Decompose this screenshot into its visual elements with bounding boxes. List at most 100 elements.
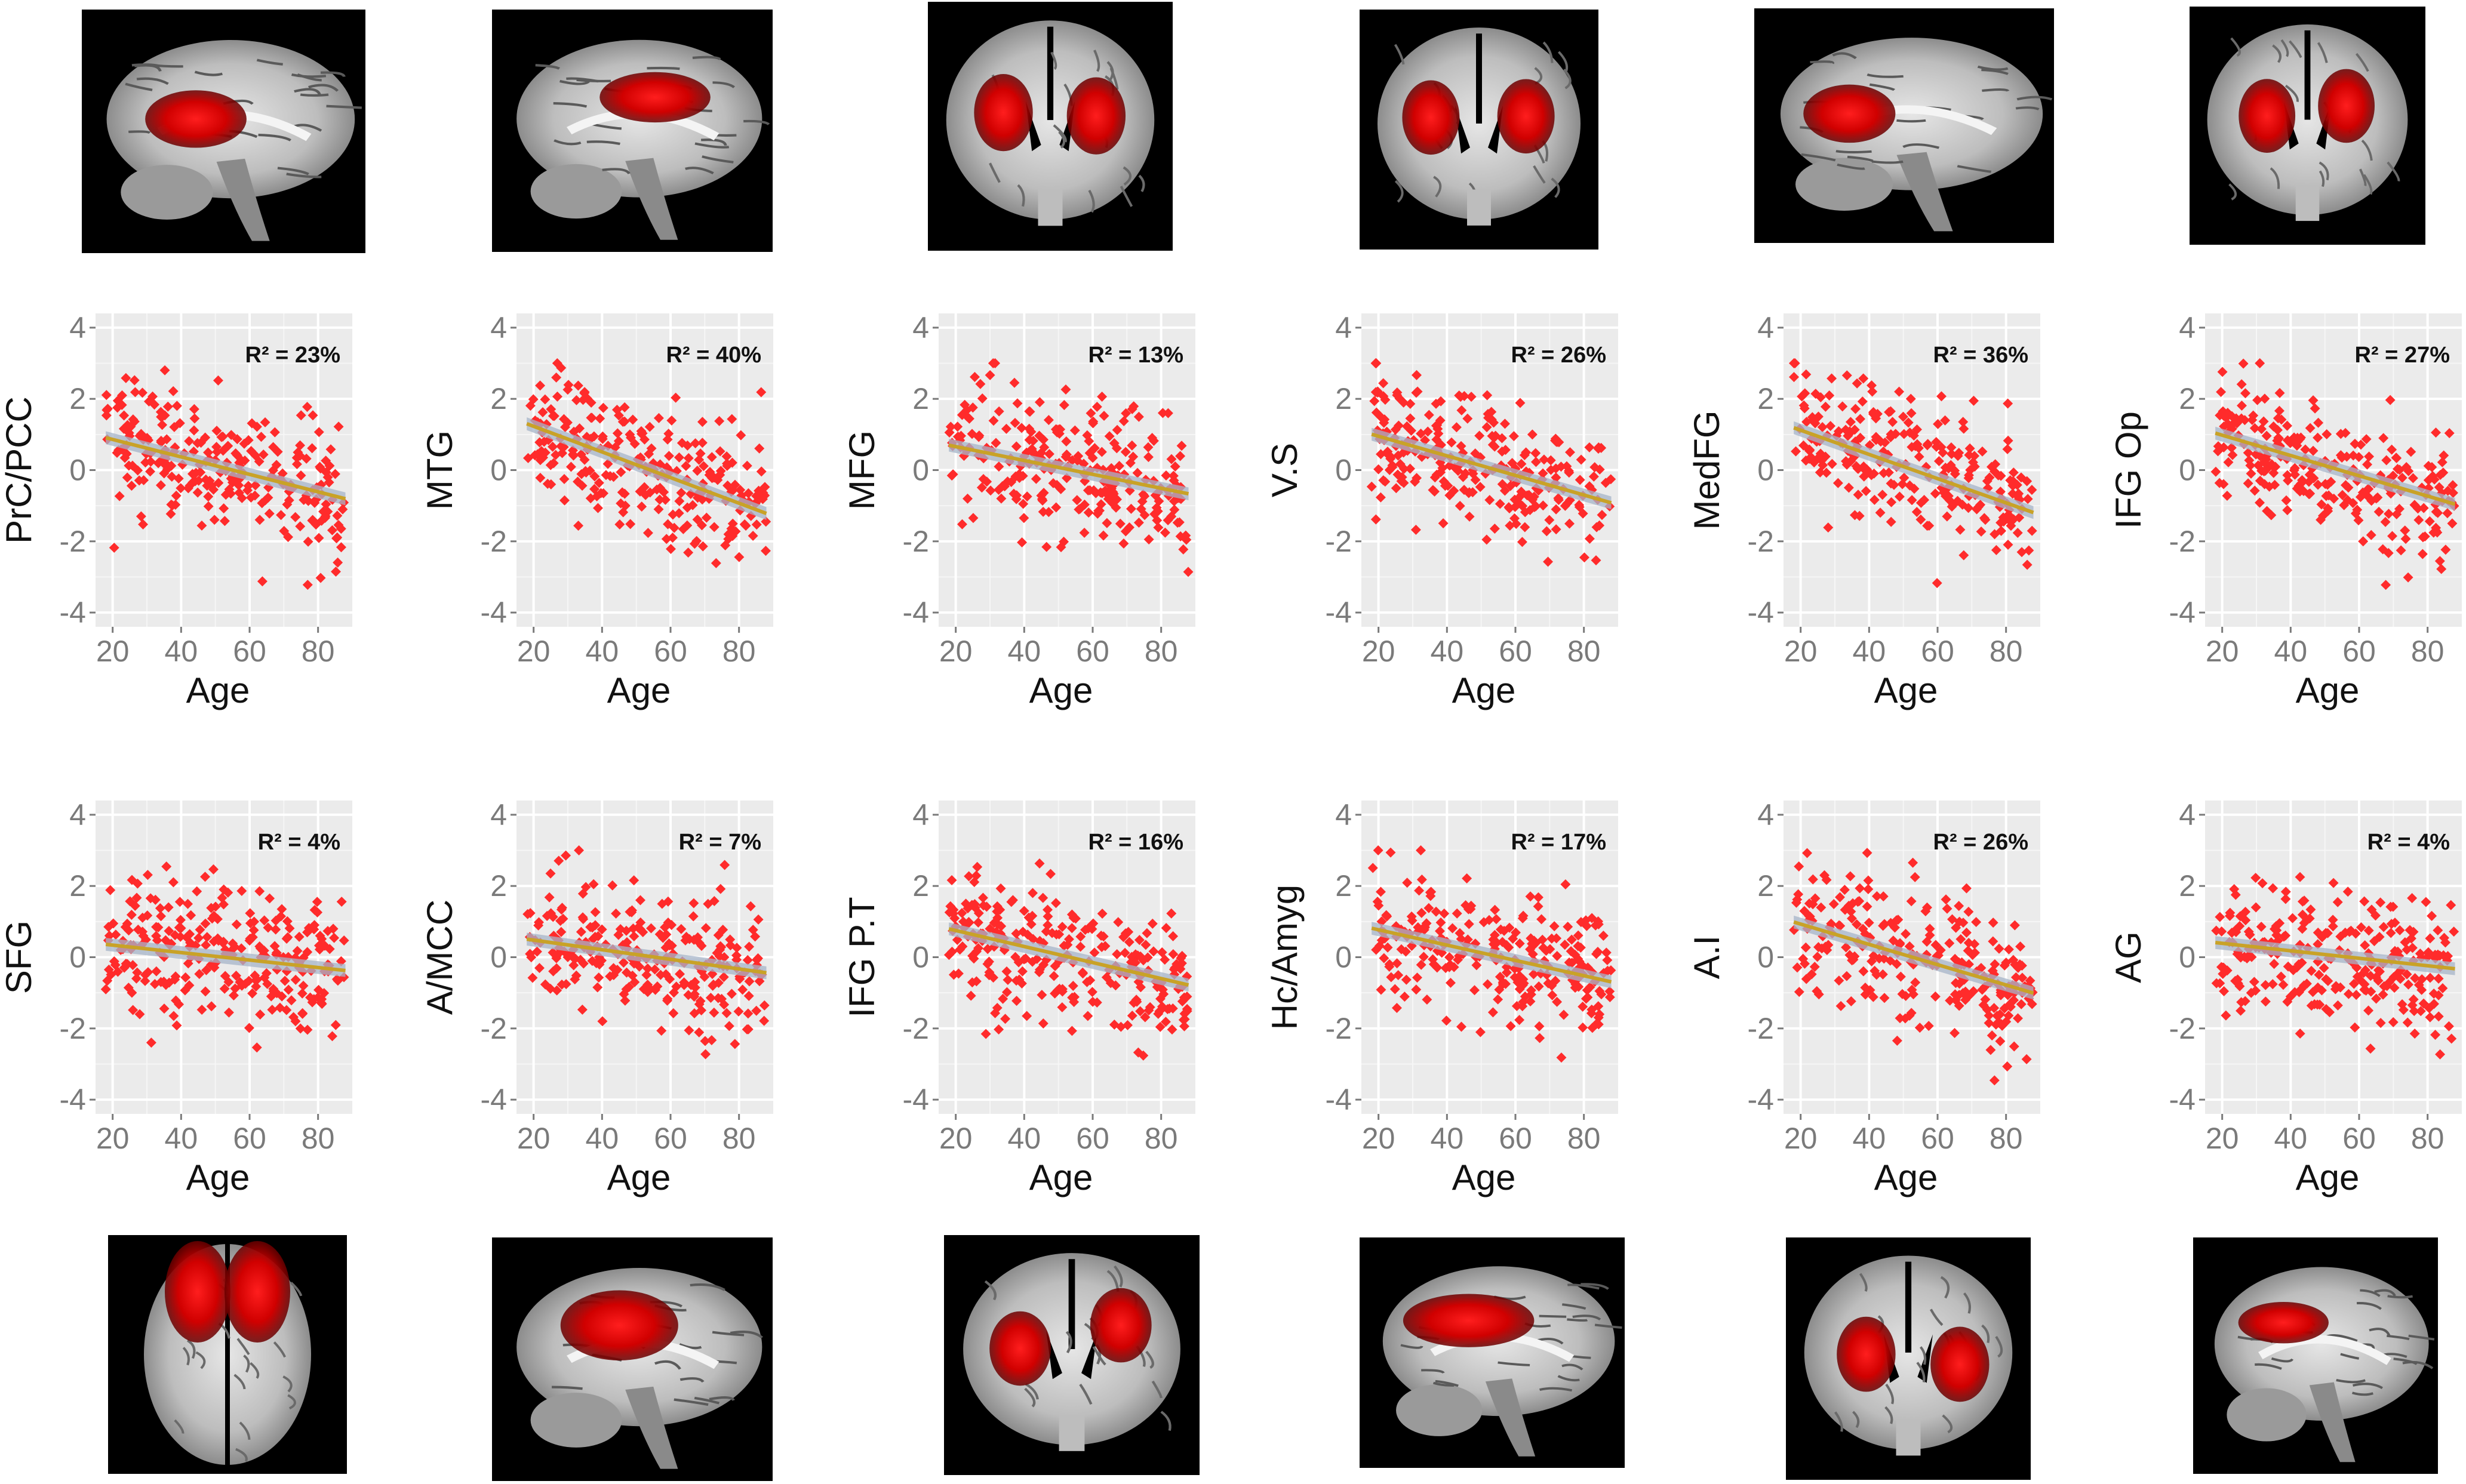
scatter-point: [244, 1023, 254, 1033]
scatter-point: [1428, 959, 1439, 969]
scatter-point: [2328, 878, 2339, 888]
scatter-point: [149, 979, 160, 989]
scatter-point: [718, 972, 729, 983]
scatter-point: [711, 558, 721, 568]
scatter-point: [1038, 1018, 1048, 1029]
y-tick-label: 2: [1335, 382, 1352, 415]
scatter-point: [324, 460, 335, 471]
scatter-point: [669, 522, 679, 533]
scatter-point: [2397, 999, 2407, 1009]
scatter-point: [1106, 463, 1117, 473]
scatter-point: [2288, 965, 2299, 975]
scatter-point: [598, 488, 609, 498]
y-tick-label: 2: [69, 382, 86, 415]
scatter-point: [110, 929, 121, 940]
scatter-point: [952, 421, 963, 432]
scatter-point: [333, 421, 344, 432]
scatter-point: [2304, 489, 2315, 500]
scatter-point: [231, 919, 242, 930]
scatter-point: [2431, 427, 2442, 438]
scatter-point: [2244, 455, 2255, 466]
y-axis-label: SFG: [0, 920, 39, 994]
scatter-point: [682, 502, 693, 513]
scatter-point: [1486, 407, 1497, 417]
scatter-point: [652, 981, 663, 992]
scatter-point: [715, 941, 726, 952]
y-tick-label: -4: [903, 596, 929, 629]
brain-image-mtg: [492, 10, 773, 252]
scatter-point: [236, 885, 247, 896]
scatter-point: [295, 521, 306, 532]
scatter-point: [559, 474, 570, 485]
scatter-point: [2403, 572, 2413, 583]
scatter-point: [526, 952, 537, 963]
scatter-point: [2210, 466, 2221, 477]
scatter-point: [612, 965, 623, 975]
scatter-point: [1538, 468, 1548, 479]
y-tick-label: 2: [2179, 869, 2196, 903]
scatter-point: [635, 895, 645, 906]
scatter-point: [1157, 947, 1167, 957]
scatter-point: [1841, 370, 1852, 381]
x-axis-label: Age: [1452, 670, 1516, 710]
scatter-point: [1109, 438, 1120, 449]
scatter-point: [254, 456, 265, 467]
scatter-point: [305, 992, 316, 1003]
scatter-point: [1003, 975, 1013, 986]
scatter-point: [212, 914, 223, 925]
scatter-point: [668, 1008, 679, 1018]
scatter-point: [988, 415, 999, 426]
y-axis-label: IFG Op: [2108, 411, 2148, 529]
scatter-point: [1000, 1014, 1011, 1024]
scatter-point: [1499, 485, 1510, 496]
scatter-point: [1816, 902, 1827, 913]
x-tick-label: 40: [1008, 635, 1041, 668]
scatter-point: [1802, 848, 1813, 858]
scatter-point: [2215, 912, 2225, 922]
scatter-point: [740, 521, 751, 531]
scatter-point: [192, 487, 203, 498]
scatter-point: [744, 976, 755, 987]
scatter-point: [1525, 891, 1536, 902]
scatter-point: [963, 493, 973, 504]
scatter-points: [2211, 872, 2459, 1060]
y-tick-label: 4: [1335, 311, 1352, 344]
scatter-point: [734, 552, 745, 562]
scatter-point: [1380, 395, 1391, 405]
scatter-point: [208, 484, 219, 495]
scatter-point: [619, 989, 629, 999]
scatter-point: [1835, 892, 1845, 903]
scatter-point: [706, 452, 717, 463]
scatter-point: [946, 875, 957, 886]
x-tick-label: 80: [1145, 1122, 1178, 1155]
scatter-point: [1551, 524, 1561, 535]
scatter-point: [140, 975, 150, 986]
brain-image-medfg: [1754, 8, 2054, 243]
scatter-point: [1549, 921, 1560, 932]
scatter-point: [2270, 479, 2280, 490]
scatter-point: [697, 520, 707, 531]
scatter-point: [1906, 1008, 1917, 1018]
scatter-point: [1083, 507, 1094, 518]
scatter-point: [556, 362, 567, 373]
x-tick-label: 80: [1567, 1122, 1601, 1155]
scatter-point: [2361, 434, 2372, 445]
scatter-point: [1878, 468, 1889, 479]
scatter-point: [1112, 424, 1123, 435]
scatter-point: [589, 471, 600, 482]
scatter-point: [282, 499, 293, 510]
scatter-point: [236, 943, 247, 954]
scatter-point: [195, 467, 206, 478]
scatter-point: [2370, 910, 2381, 921]
scatter-point: [1950, 978, 1961, 989]
scatter-point: [1563, 922, 1573, 932]
scatter-point: [2304, 469, 2315, 480]
scatter-point: [1125, 458, 1136, 468]
trend-line: [1371, 926, 1612, 984]
scatter-point: [654, 482, 665, 493]
scatter-point: [719, 860, 730, 870]
scatter-point: [1904, 941, 1915, 952]
scatter-point: [692, 466, 703, 476]
